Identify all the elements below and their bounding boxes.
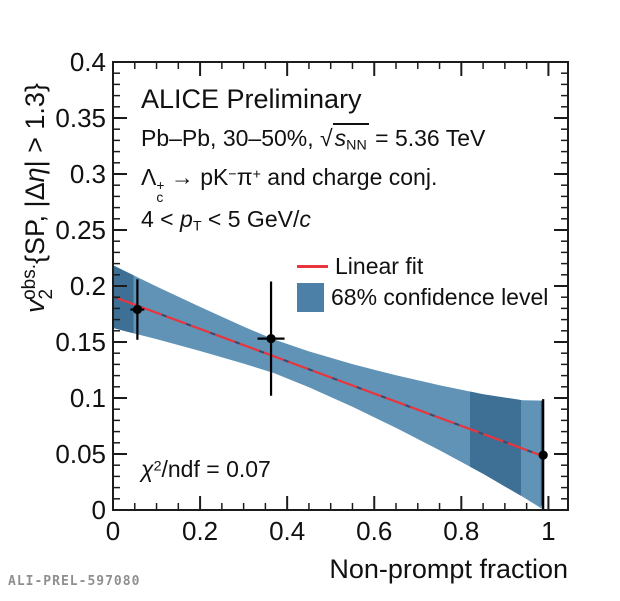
- pt-range-label: 4 < pT < 5 GeV/c: [141, 206, 311, 235]
- chi2-ndf-label: χ2/ndf = 0.07: [141, 456, 271, 482]
- svg-text:1: 1: [541, 516, 555, 546]
- svg-text:0.15: 0.15: [55, 327, 106, 357]
- legend-label-confidence-level: 68% confidence level: [331, 284, 549, 310]
- svg-text:0.6: 0.6: [356, 516, 392, 546]
- legend: Linear fit 68% confidence level: [297, 251, 548, 313]
- svg-text:0.3: 0.3: [70, 159, 106, 189]
- axis-ticks: [112, 61, 568, 511]
- data-point-marker: [266, 334, 276, 344]
- legend-label-linear-fit: Linear fit: [335, 253, 424, 279]
- svg-text:0.25: 0.25: [55, 215, 106, 245]
- svg-text:0.1: 0.1: [70, 383, 106, 413]
- legend-item-linear-fit: Linear fit: [297, 251, 548, 282]
- figure-id-watermark: ALI-PREL-597080: [8, 574, 141, 589]
- data-point-marker: [132, 304, 142, 315]
- x-axis-title: Non-prompt fraction: [329, 554, 568, 584]
- legend-item-confidence-level: 68% confidence level: [297, 282, 548, 313]
- alice-preliminary-label: ALICE Preliminary: [141, 84, 362, 114]
- decay-channel-label: Λ + c → pK−π+ and charge conj.: [141, 164, 438, 205]
- linear-fit-line: [113, 295, 544, 458]
- x-tick-labels: 0 0.2 0.4 0.6 0.8 1: [106, 516, 556, 546]
- svg-text:0.8: 0.8: [443, 516, 479, 546]
- svg-text:0: 0: [106, 516, 120, 546]
- y-tick-labels: 0 0.05 0.1 0.15 0.2 0.25 0.3 0.35 0.4: [55, 47, 106, 525]
- svg-text:0.4: 0.4: [70, 47, 106, 77]
- svg-text:0.4: 0.4: [269, 516, 305, 546]
- y-axis-title: v2obs.{SP, |Δη| > 1.3}: [19, 83, 57, 313]
- svg-text:0: 0: [92, 495, 106, 525]
- confidence-band: [113, 265, 545, 510]
- svg-text:0.35: 0.35: [55, 103, 106, 133]
- svg-text:0.2: 0.2: [182, 516, 218, 546]
- collision-system-label: Pb–Pb, 30–50%, √sNN = 5.36 TeV: [141, 123, 486, 154]
- data-point-marker: [538, 450, 548, 460]
- confidence-band-swatch-icon: [297, 283, 324, 312]
- linear-fit-line-icon: [297, 265, 328, 268]
- svg-text:0.2: 0.2: [70, 271, 106, 301]
- svg-text:0.05: 0.05: [55, 439, 106, 469]
